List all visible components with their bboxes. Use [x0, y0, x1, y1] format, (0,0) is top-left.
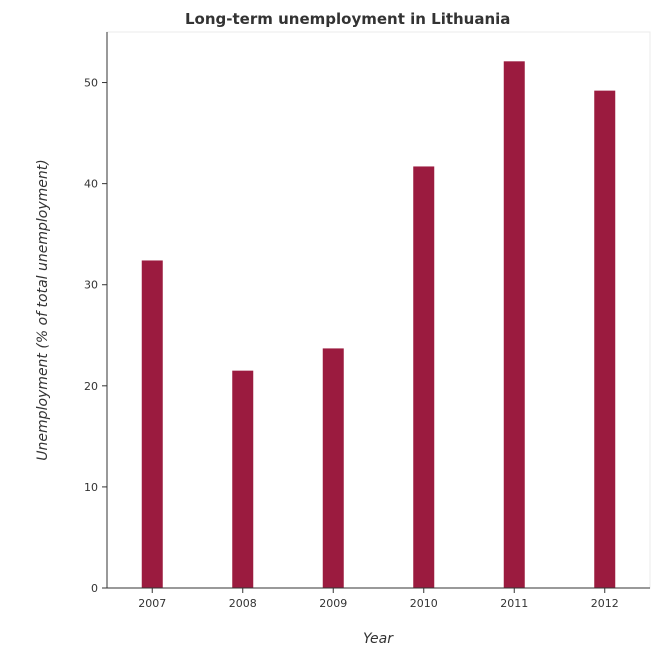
bars-group [141, 61, 616, 589]
y-axis-title: Unemployment (% of total unemployment) [35, 159, 51, 460]
x-tick-label: 2012 [591, 597, 619, 610]
chart-title: Long-term unemployment in Lithuania [185, 10, 510, 28]
y-tick-label: 50 [84, 77, 98, 90]
bar-2009 [322, 348, 344, 588]
y-ticks-group: 0 10 20 30 40 50 [84, 77, 107, 595]
bar-2011 [503, 61, 525, 589]
x-ticks-group: 2007 2008 2009 2010 2011 2012 [138, 588, 619, 610]
x-tick-label: 2010 [410, 597, 438, 610]
y-tick-label: 0 [91, 582, 98, 595]
bar-2012 [594, 90, 616, 589]
bar-2008 [232, 370, 254, 588]
y-tick-label: 20 [84, 380, 98, 393]
y-tick-label: 30 [84, 279, 98, 292]
x-tick-label: 2007 [138, 597, 166, 610]
plot-frame [106, 31, 651, 589]
x-tick-label: 2009 [319, 597, 347, 610]
y-tick-label: 10 [84, 481, 98, 494]
x-axis-title: Year [363, 631, 394, 647]
bar-2010 [413, 166, 435, 588]
bar-2007 [141, 260, 163, 588]
y-tick-label: 40 [84, 178, 98, 191]
x-tick-label: 2008 [229, 597, 257, 610]
x-tick-label: 2011 [500, 597, 528, 610]
